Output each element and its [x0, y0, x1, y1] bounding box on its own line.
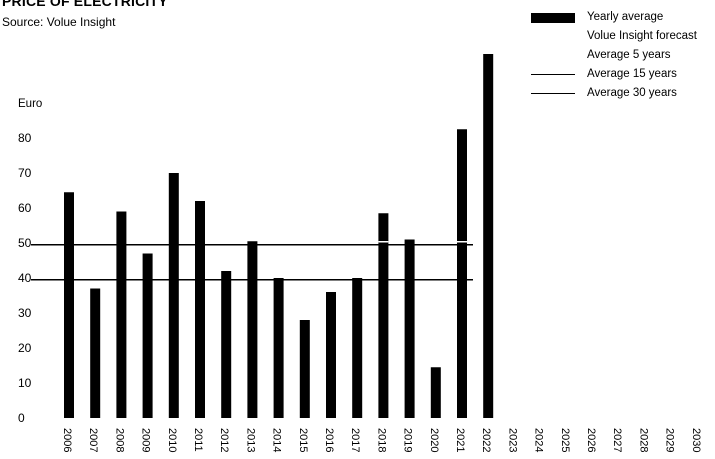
bar: [90, 288, 101, 418]
bar: [483, 54, 494, 418]
x-tick-label: 2006: [61, 428, 73, 452]
x-tick-label: 2017: [349, 428, 361, 452]
x-tick-label: 2008: [113, 428, 125, 452]
x-tick-label: 2021: [454, 428, 466, 452]
bar: [352, 278, 363, 418]
legend-item-average-5-years: Average 5 years: [531, 46, 715, 65]
x-tick-label: 2030: [690, 428, 702, 452]
bar: [326, 292, 336, 418]
legend-label: Volue Insight forecast: [587, 30, 697, 42]
chart-title: PRICE OF ELECTRICITY: [2, 0, 168, 9]
x-tick-label: 2022: [480, 428, 492, 452]
x-tick-label: 2009: [140, 428, 152, 452]
x-tick-label: 2027: [611, 428, 623, 452]
legend: Yearly average Volue Insight forecast Av…: [531, 8, 715, 103]
bar: [64, 192, 74, 418]
bar: [404, 239, 415, 418]
x-tick-label: 2019: [402, 428, 414, 452]
y-tick-label: 50: [18, 236, 32, 250]
y-tick-label: 10: [18, 376, 32, 390]
bar: [273, 278, 284, 418]
bar: [168, 173, 179, 418]
legend-item-forecast: Volue Insight forecast: [531, 27, 715, 46]
y-axis-label: Euro: [18, 98, 42, 110]
x-tick-label: 2028: [637, 428, 649, 452]
bar: [221, 271, 232, 418]
legend-item-average-30-years: Average 30 years: [531, 84, 715, 103]
x-tick-label: 2024: [533, 428, 545, 452]
bar: [116, 211, 127, 418]
x-tick-label: 2026: [585, 428, 597, 452]
x-tick-label: 2016: [323, 428, 335, 452]
x-tick-label: 2007: [87, 428, 99, 452]
bar: [378, 213, 389, 418]
x-tick-label: 2013: [244, 428, 256, 452]
y-tick-label: 80: [18, 131, 32, 145]
bar: [299, 320, 310, 418]
x-tick-label: 2011: [192, 428, 204, 452]
legend-line-swatch: [531, 93, 575, 94]
y-tick-label: 20: [18, 341, 32, 355]
bar: [430, 367, 441, 418]
y-tick-label: 40: [18, 271, 32, 285]
y-tick-label: 0: [18, 411, 25, 425]
bar: [457, 129, 467, 418]
legend-label: Average 30 years: [587, 87, 677, 99]
x-tick-label: 2025: [559, 428, 571, 452]
y-tick-label: 70: [18, 166, 32, 180]
bar: [195, 201, 205, 418]
legend-item-yearly-average: Yearly average: [531, 8, 715, 27]
x-tick-label: 2015: [297, 428, 309, 452]
legend-line-swatch: [531, 74, 575, 75]
x-tick-label: 2029: [664, 428, 676, 452]
legend-bar-swatch: [531, 13, 575, 23]
x-tick-label: 2010: [166, 428, 178, 452]
legend-label: Yearly average: [587, 11, 664, 23]
y-tick-label: 60: [18, 201, 32, 215]
x-tick-label: 2023: [506, 428, 518, 452]
legend-label: Average 15 years: [587, 68, 677, 80]
bar: [247, 241, 258, 418]
x-tick-label: 2014: [271, 428, 283, 452]
legend-label: Average 5 years: [587, 49, 671, 61]
legend-item-average-15-years: Average 15 years: [531, 65, 715, 84]
bar: [142, 253, 153, 418]
chart-subtitle: Source: Volue Insight: [2, 15, 116, 29]
x-tick-label: 2018: [375, 428, 387, 452]
x-tick-label: 2012: [218, 428, 230, 452]
y-tick-label: 30: [18, 306, 32, 320]
x-tick-label: 2020: [428, 428, 440, 452]
